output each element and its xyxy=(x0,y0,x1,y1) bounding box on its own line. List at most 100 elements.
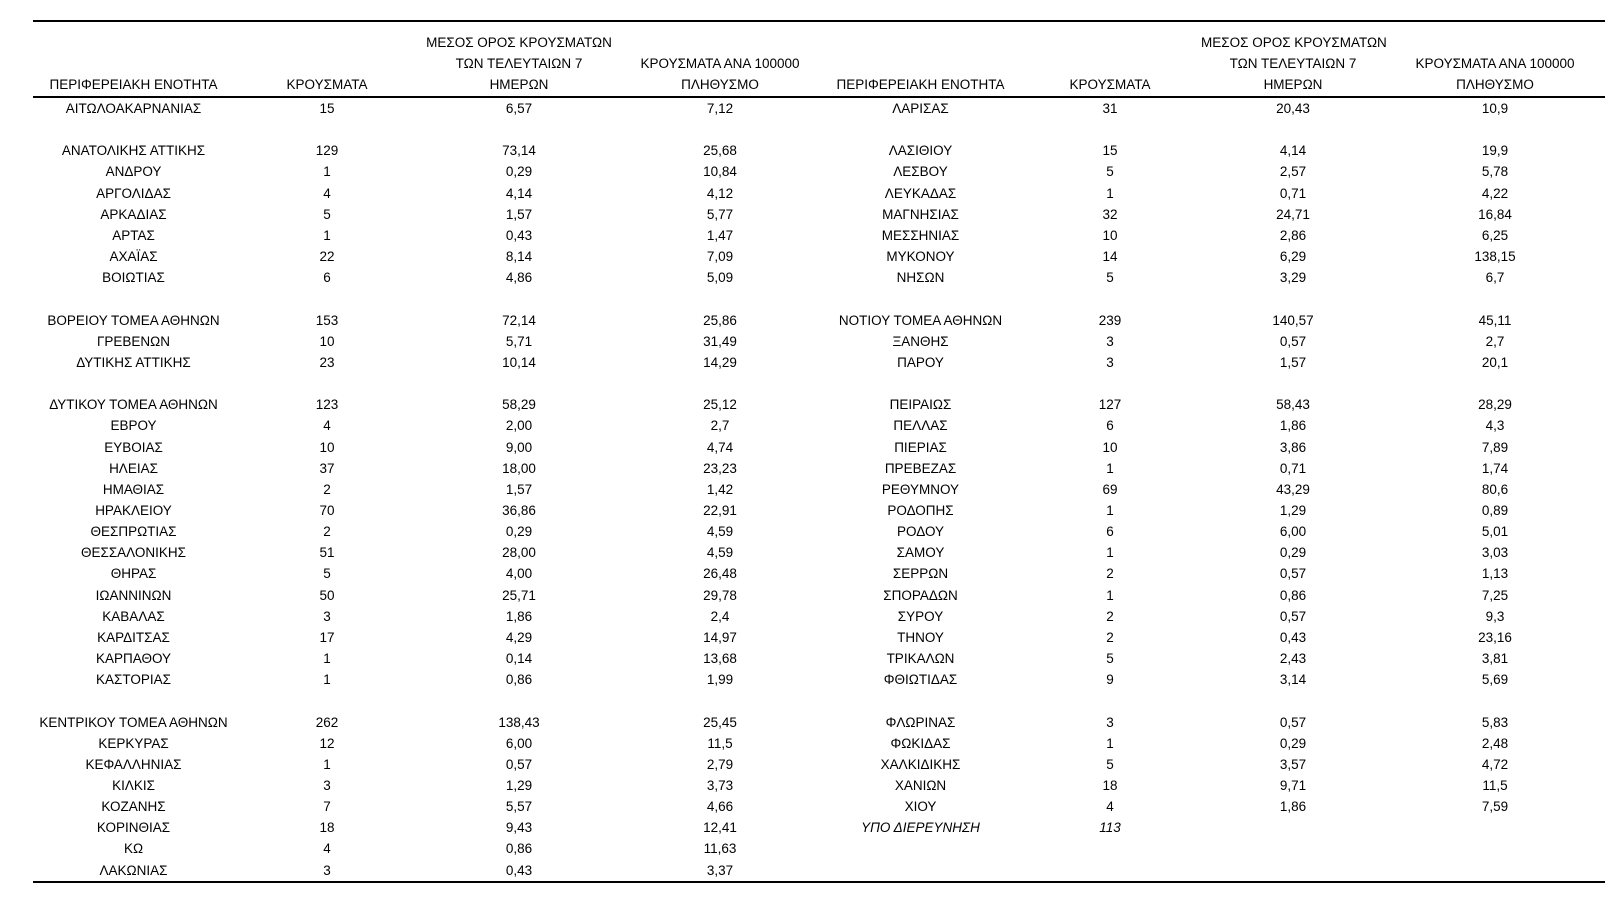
per100k-cell-left: 7,09 xyxy=(706,249,734,265)
avg7-cell-left: 6,57 xyxy=(505,101,533,116)
cases-cell-right xyxy=(1019,838,1201,859)
per100k-cell-right: 10,9 xyxy=(1481,101,1509,116)
cases-cell-right: 3 xyxy=(1106,354,1114,370)
cases-cell-left: 5 xyxy=(323,566,331,582)
cases-cell-right: 113 xyxy=(1099,820,1121,836)
per100k-cell-left: 2,7 xyxy=(710,418,730,434)
cases-cell-left: 17 xyxy=(319,629,335,645)
avg7-cell-left: 0,43 xyxy=(505,862,533,878)
region-cell-right: ΜΑΓΝΗΣΙΑΣ xyxy=(882,206,959,222)
avg7-cell-right xyxy=(1201,838,1385,859)
region-cell-right: ΣΥΡΟΥ xyxy=(897,608,944,624)
avg7-cell-left: 4,14 xyxy=(505,185,533,201)
per100k-cell-right: 1,74 xyxy=(1481,460,1509,476)
cases-cell-left: 5 xyxy=(323,206,331,222)
region-cell-left: ΔΥΤΙΚΟΥ ΤΟΜΕΑ ΑΘΗΝΩΝ xyxy=(49,397,218,413)
per100k-cell-left: 29,78 xyxy=(703,587,737,603)
region-cell-left: ΚΑΡΠΑΘΟΥ xyxy=(95,651,172,667)
per100k-cell-left xyxy=(618,690,822,711)
per100k-cell-left: 13,68 xyxy=(703,651,737,667)
per100k-cell-right: 23,16 xyxy=(1478,629,1512,645)
region-cell-right: ΤΗΝΟΥ xyxy=(897,629,944,645)
region-cell-right: ΣΕΡΡΩΝ xyxy=(892,566,949,582)
avg7-cell-right: 3,14 xyxy=(1279,672,1307,688)
avg7-cell-left: 73,14 xyxy=(502,143,536,159)
cases-cell-left: 10 xyxy=(319,333,335,349)
avg7-cell-right: 43,29 xyxy=(1276,481,1310,497)
region-cell-right: ΛΑΡΙΣΑΣ xyxy=(892,101,949,116)
region-cell-right xyxy=(822,288,1019,309)
header-region-right: ΠΕΡΙΦΕΡΕΙΑΚΗ ΕΝΟΤΗΤΑ xyxy=(822,74,1019,96)
region-cell-right: ΧΙΟΥ xyxy=(904,799,937,815)
avg7-cell-right: 1,86 xyxy=(1279,799,1307,815)
cases-cell-left: 3 xyxy=(323,862,331,878)
cases-cell-left: 4 xyxy=(323,841,331,857)
region-cell-right: ΦΩΚΙΔΑΣ xyxy=(890,735,951,751)
per100k-cell-right: 4,3 xyxy=(1485,418,1505,434)
region-cell-left: ΑΝΑΤΟΛΙΚΗΣ ΑΤΤΙΚΗΣ xyxy=(61,143,206,159)
cases-cell-right: 69 xyxy=(1102,481,1118,497)
per100k-cell-right: 6,25 xyxy=(1481,227,1509,243)
avg7-cell-left: 9,43 xyxy=(505,820,533,836)
header-avg7-left-line2: ΤΩΝ ΤΕΛΕΥΤΑΙΩΝ 7 xyxy=(455,56,583,71)
cases-cell-right xyxy=(1019,690,1201,711)
avg7-cell-left: 5,57 xyxy=(505,799,533,815)
region-cell-right: ΠΑΡΟΥ xyxy=(897,354,944,370)
header-avg7-right-line1: ΜΕΣΟΣ ΟΡΟΣ ΚΡΟΥΣΜΑΤΩΝ xyxy=(1201,35,1387,50)
cases-cell-right: 10 xyxy=(1102,227,1118,243)
per100k-cell-left: 25,12 xyxy=(703,397,737,413)
cases-cell-right: 4 xyxy=(1106,799,1114,815)
per100k-cell-right: 2,48 xyxy=(1481,735,1509,751)
cases-cell-right: 31 xyxy=(1102,101,1118,116)
region-cell-left: ΗΜΑΘΙΑΣ xyxy=(102,481,165,497)
cases-cell-right: 10 xyxy=(1102,439,1118,455)
per100k-cell-right xyxy=(1385,860,1605,881)
region-cell-left: ΑΡΓΟΛΙΔΑΣ xyxy=(96,185,171,201)
per100k-cell-left: 4,12 xyxy=(706,185,734,201)
cases-cell-right: 1 xyxy=(1106,185,1114,201)
avg7-cell-right: 140,57 xyxy=(1272,312,1314,328)
per100k-cell-left: 23,23 xyxy=(703,460,737,476)
avg7-cell-right: 2,43 xyxy=(1279,651,1307,667)
region-cell-left: ΑΧΑΪΑΣ xyxy=(109,249,158,265)
per100k-cell-right: 5,78 xyxy=(1481,164,1509,180)
avg7-cell-left: 0,57 xyxy=(505,756,533,772)
avg7-cell-right: 6,00 xyxy=(1279,524,1307,540)
cases-cell-right: 2 xyxy=(1106,566,1114,582)
cases-cell-left xyxy=(234,690,420,711)
region-cell-right: ΣΠΟΡΑΔΩΝ xyxy=(883,587,958,603)
cases-cell-left: 10 xyxy=(319,439,335,455)
avg7-cell-right xyxy=(1201,288,1385,309)
header-per100k-left: ΚΡΟΥΣΜΑΤΑ ΑΝΑ 100000 ΠΛΗΘΥΣΜΟ xyxy=(618,53,822,96)
region-cell-right: ΧΑΝΙΩΝ xyxy=(894,778,947,793)
table-header-row: ΠΕΡΙΦΕΡΕΙΑΚΗ ΕΝΟΤΗΤΑ ΚΡΟΥΣΜΑΤΑ ΜΕΣΟΣ ΟΡΟ… xyxy=(33,22,1605,96)
header-per100k-right-line1: ΚΡΟΥΣΜΑΤΑ ΑΝΑ 100000 xyxy=(1415,56,1575,71)
per100k-cell-left: 12,41 xyxy=(703,820,737,836)
avg7-cell-right: 0,29 xyxy=(1279,735,1307,751)
region-cell-right: ΡΕΘΥΜΝΟΥ xyxy=(881,481,960,497)
cases-cell-left: 22 xyxy=(319,249,335,265)
avg7-cell-left: 138,43 xyxy=(498,714,540,730)
avg7-cell-right: 58,43 xyxy=(1276,397,1310,413)
region-cell-left: ΘΕΣΠΡΩΤΙΑΣ xyxy=(90,524,177,540)
region-cell-left: ΚΑΒΑΛΑΣ xyxy=(102,608,165,624)
cases-cell-left xyxy=(234,288,420,309)
cases-cell-left: 262 xyxy=(315,714,339,730)
avg7-cell-left: 4,29 xyxy=(505,629,533,645)
avg7-cell-left: 0,29 xyxy=(505,524,533,540)
header-cases-left: ΚΡΟΥΣΜΑΤΑ xyxy=(234,74,420,96)
per100k-cell-left: 25,86 xyxy=(703,312,737,328)
avg7-cell-left: 1,57 xyxy=(505,481,533,497)
per100k-cell-right: 7,25 xyxy=(1481,587,1509,603)
per100k-cell-left: 2,4 xyxy=(710,608,730,624)
avg7-cell-left xyxy=(420,690,618,711)
avg7-cell-right: 6,29 xyxy=(1279,249,1307,265)
avg7-cell-left: 2,00 xyxy=(505,418,533,434)
avg7-cell-right: 1,86 xyxy=(1279,418,1307,434)
cases-cell-right xyxy=(1019,119,1201,140)
region-cell-right: ΝΗΣΩΝ xyxy=(896,270,945,286)
avg7-cell-right: 2,86 xyxy=(1279,227,1307,243)
avg7-cell-left: 1,29 xyxy=(505,778,533,793)
cases-cell-right: 9 xyxy=(1106,672,1114,688)
